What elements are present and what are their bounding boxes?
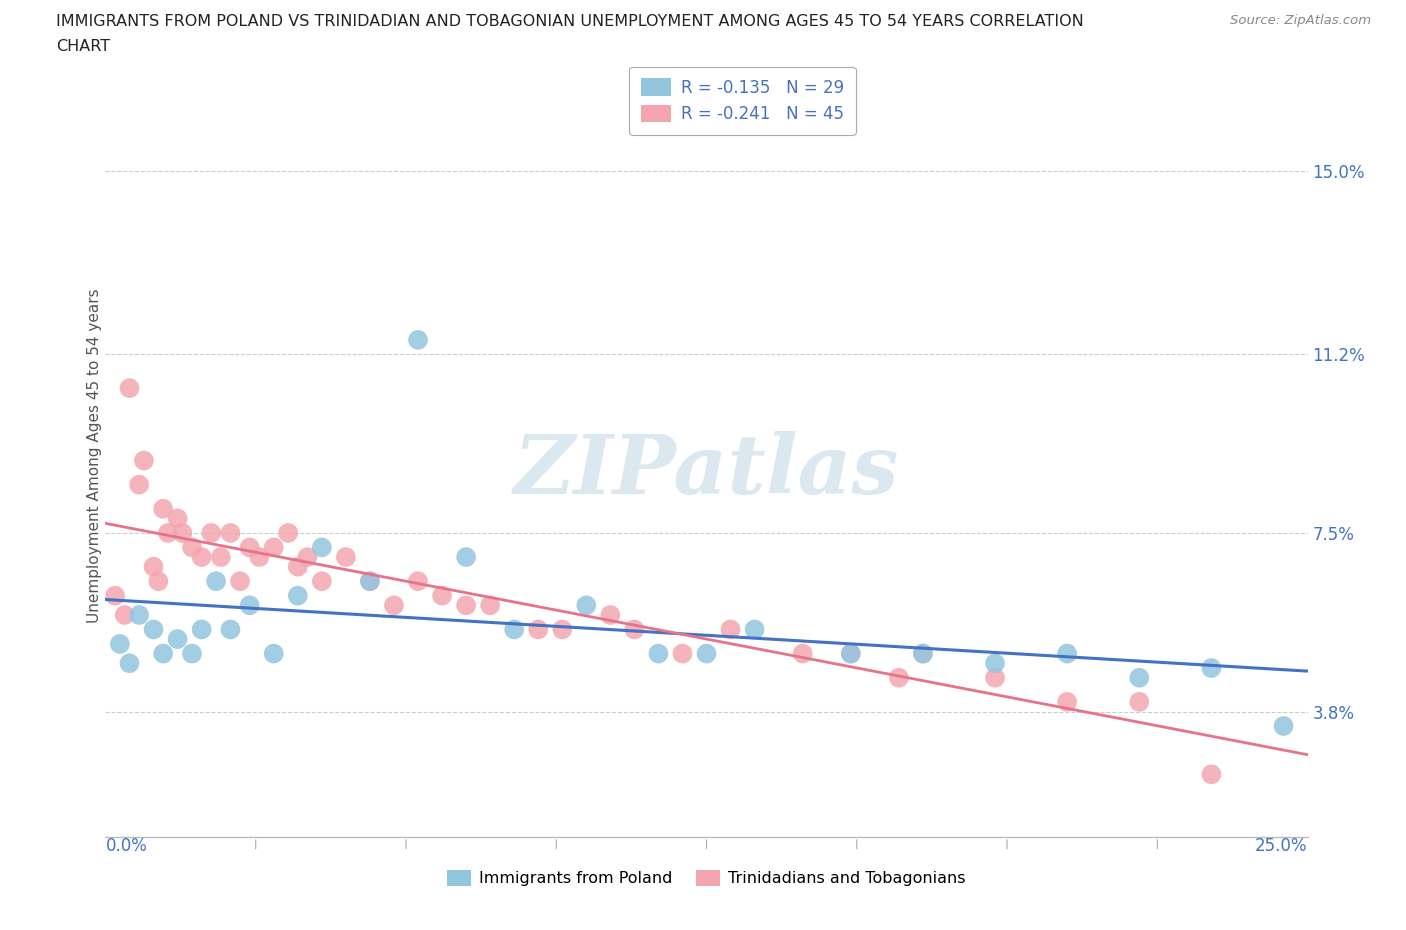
Point xyxy=(118,656,141,671)
Point xyxy=(1056,695,1078,710)
Point xyxy=(142,622,165,637)
Point xyxy=(128,477,150,492)
Point xyxy=(887,671,910,685)
Point xyxy=(132,453,155,468)
Point xyxy=(792,646,814,661)
Point xyxy=(430,589,453,604)
Point xyxy=(359,574,381,589)
Point xyxy=(263,540,285,555)
Point xyxy=(181,540,204,555)
Point xyxy=(156,525,179,540)
Point xyxy=(166,511,188,525)
Point xyxy=(1056,646,1078,661)
Point xyxy=(239,598,262,613)
Point xyxy=(911,646,934,661)
Point xyxy=(172,525,194,540)
Text: IMMIGRANTS FROM POLAND VS TRINIDADIAN AND TOBAGONIAN UNEMPLOYMENT AMONG AGES 45 : IMMIGRANTS FROM POLAND VS TRINIDADIAN AN… xyxy=(56,14,1084,29)
Point xyxy=(984,671,1007,685)
Point xyxy=(297,550,319,565)
Point xyxy=(839,646,862,661)
Point xyxy=(104,589,127,604)
Point xyxy=(1128,671,1150,685)
Point xyxy=(696,646,718,661)
Legend: Immigrants from Poland, Trinidadians and Tobagonians: Immigrants from Poland, Trinidadians and… xyxy=(447,870,966,886)
Point xyxy=(479,598,502,613)
Point xyxy=(166,631,188,646)
Point xyxy=(152,646,174,661)
Point xyxy=(219,622,242,637)
Point xyxy=(190,622,212,637)
Point xyxy=(263,646,285,661)
Text: 25.0%: 25.0% xyxy=(1256,837,1308,855)
Text: 0.0%: 0.0% xyxy=(105,837,148,855)
Point xyxy=(456,598,478,613)
Point xyxy=(108,636,131,651)
Point xyxy=(277,525,299,540)
Point xyxy=(181,646,204,661)
Point xyxy=(152,501,174,516)
Point xyxy=(128,607,150,622)
Point xyxy=(671,646,693,661)
Point xyxy=(287,559,309,574)
Point xyxy=(1272,719,1295,734)
Point xyxy=(599,607,621,622)
Point xyxy=(839,646,862,661)
Point xyxy=(647,646,669,661)
Point xyxy=(359,574,381,589)
Point xyxy=(311,574,333,589)
Point xyxy=(247,550,270,565)
Point xyxy=(311,540,333,555)
Point xyxy=(142,559,165,574)
Point xyxy=(911,646,934,661)
Point xyxy=(229,574,252,589)
Point xyxy=(190,550,212,565)
Point xyxy=(720,622,742,637)
Point xyxy=(551,622,574,637)
Point xyxy=(984,656,1007,671)
Point xyxy=(744,622,766,637)
Point xyxy=(1201,660,1223,675)
Point xyxy=(209,550,232,565)
Point xyxy=(205,574,228,589)
Point xyxy=(575,598,598,613)
Point xyxy=(239,540,262,555)
Text: Source: ZipAtlas.com: Source: ZipAtlas.com xyxy=(1230,14,1371,27)
Point xyxy=(148,574,170,589)
Point xyxy=(219,525,242,540)
Point xyxy=(335,550,357,565)
Point xyxy=(623,622,645,637)
Text: CHART: CHART xyxy=(56,39,110,54)
Point xyxy=(382,598,405,613)
Point xyxy=(406,574,429,589)
Point xyxy=(114,607,136,622)
Text: ZIPatlas: ZIPatlas xyxy=(513,431,900,511)
Point xyxy=(406,332,429,347)
Point xyxy=(503,622,526,637)
Point xyxy=(200,525,222,540)
Point xyxy=(1201,767,1223,782)
Point xyxy=(287,589,309,604)
Point xyxy=(1128,695,1150,710)
Y-axis label: Unemployment Among Ages 45 to 54 years: Unemployment Among Ages 45 to 54 years xyxy=(87,288,101,623)
Point xyxy=(527,622,550,637)
Point xyxy=(456,550,478,565)
Point xyxy=(118,380,141,395)
